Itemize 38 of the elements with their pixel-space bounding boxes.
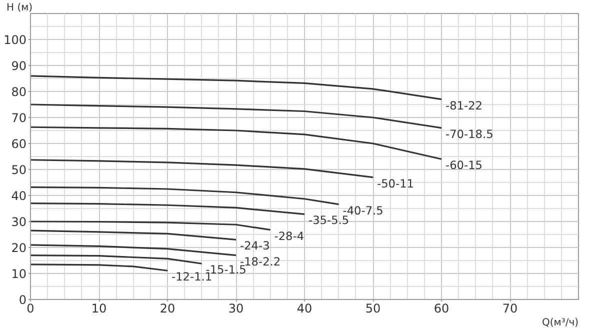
line-series [30,75,442,100]
x-tick-label: 70 [502,302,518,316]
series-label: -35-5.5 [308,213,350,228]
x-tick-label: 40 [296,302,312,316]
y-tick-label: 80 [11,85,27,99]
y-tick-label: 50 [11,163,27,177]
x-tick-label: 20 [160,302,176,316]
y-tick-label: 70 [11,111,27,125]
series-label: -70-18.5 [446,126,494,141]
line-series [30,186,340,206]
series-label: -60-15 [446,158,483,172]
y-tick-label: 60 [11,137,27,151]
series-label: -24-3 [240,238,270,253]
y-tick-label: 30 [11,215,27,229]
line-series [30,254,203,264]
line-series [30,220,272,231]
y-tick-label: 20 [11,241,27,255]
line-series [30,244,237,256]
y-axis-title: H (м) [6,2,33,14]
line-series [30,202,306,216]
x-tick-label: 10 [91,302,107,316]
line-series [30,264,168,272]
x-axis-title: Q(м³/ч) [542,318,579,328]
line-series [30,126,442,160]
series-label: -28-4 [274,228,304,243]
line-series [30,159,374,178]
y-tick-label: 10 [11,267,27,281]
y-tick-label: 90 [11,59,27,73]
line-series [30,230,237,240]
series-label: -81-22 [446,98,483,112]
y-tick-label: 40 [11,189,27,203]
y-tick-label: 0 [18,293,27,307]
y-tick-label: 100 [4,33,26,47]
x-tick-label: 50 [365,302,381,316]
x-tick-label: 30 [228,302,244,316]
series-label: -50-11 [377,176,414,190]
x-tick-label: 60 [434,302,450,316]
line-series [30,104,442,129]
